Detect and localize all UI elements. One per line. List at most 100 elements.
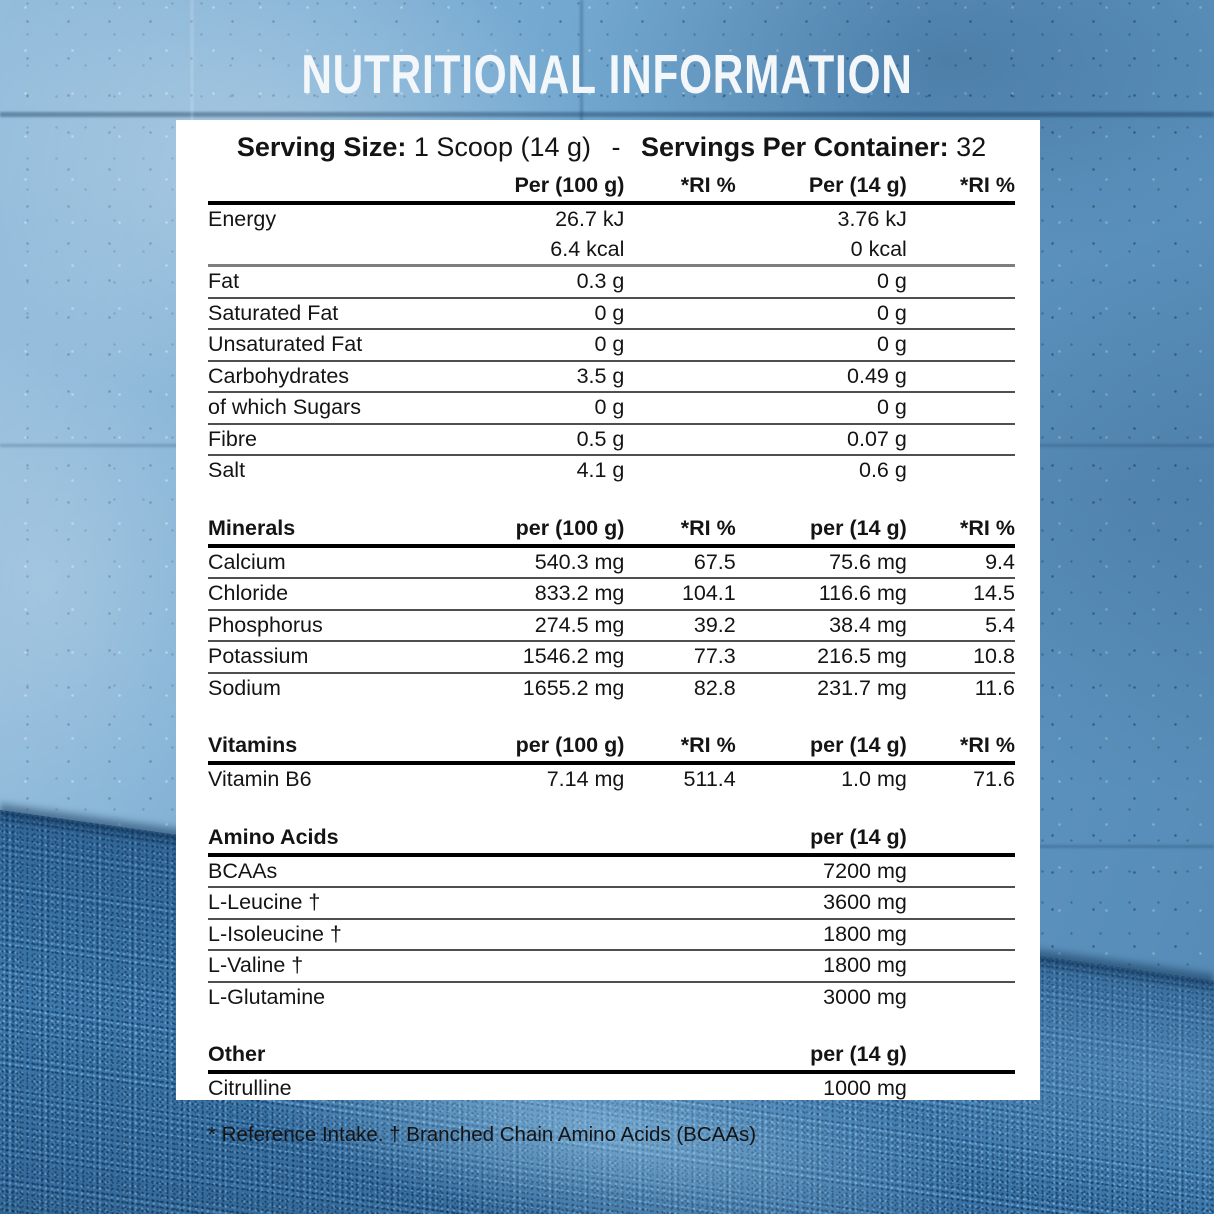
wall-seam xyxy=(0,112,1214,117)
cell-ri100: 104.1 xyxy=(681,581,736,606)
cell-label: Chloride xyxy=(208,581,289,606)
cell-per14g: 3000 mg xyxy=(823,984,907,1009)
table-row: Fibre 0.5 g 0.07 g xyxy=(208,425,1015,456)
cell-per14g: 116.6 mg xyxy=(818,581,907,606)
cell-per100g: 833.2 mg xyxy=(534,581,625,606)
cell-ri100: 82.8 xyxy=(693,675,736,700)
header-per100g: per (100 g) xyxy=(515,515,625,540)
cell-per14g: 0.07 g xyxy=(847,426,907,451)
table-row: of which Sugars 0 g 0 g xyxy=(208,393,1015,425)
table-row: BCAAs 7200 mg xyxy=(208,857,1015,888)
cell-ri14: 9.4 xyxy=(985,549,1015,574)
section-title: Other xyxy=(208,1042,266,1066)
cell-per14g: 38.4 mg xyxy=(829,612,907,637)
cell-label: L-Glutamine xyxy=(208,984,326,1009)
cell-per100g: 1546.2 mg xyxy=(522,644,625,669)
table-row: L-Glutamine 3000 mg xyxy=(208,983,1015,1013)
other-section: Other per (14 g) Citrulline 1000 mg xyxy=(208,1040,1015,1104)
cell-label: Energy xyxy=(208,207,277,232)
cell-label: Citrulline xyxy=(208,1076,292,1101)
table-row: Vitamin B6 7.14 mg 511.4 1.0 mg 71.6 xyxy=(208,765,1015,795)
page-title: NUTRITIONAL INFORMATION xyxy=(301,43,913,105)
cell-label: Phosphorus xyxy=(208,612,323,637)
section-header-row: Amino Acids per (14 g) xyxy=(208,823,1015,857)
header-ri100: *RI % xyxy=(680,733,736,757)
table-row: Fat 0.3 g 0 g xyxy=(208,267,1015,299)
table-row: Citrulline 1000 mg xyxy=(208,1074,1015,1104)
section-title: Amino Acids xyxy=(208,824,339,849)
table-header-row: Per (100 g) *RI % Per (14 g) *RI % xyxy=(208,171,1015,205)
serving-size-label: Serving Size: xyxy=(236,132,407,162)
cell-ri14: 11.6 xyxy=(974,675,1015,700)
header-per100g: per (100 g) xyxy=(515,733,625,757)
cell-label: Fat xyxy=(208,269,240,294)
table-row: Chloride 833.2 mg 104.1 116.6 mg 14.5 xyxy=(208,579,1015,611)
cell-label: Fibre xyxy=(208,426,257,451)
header-per14g: per (14 g) xyxy=(810,1042,907,1066)
cell-per14g: 216.5 mg xyxy=(817,644,907,669)
section-title: Vitamins xyxy=(208,733,298,757)
cell-per100g: 0 g xyxy=(594,395,625,420)
cell-per14g: 3600 mg xyxy=(823,890,907,915)
cell-ri100: 511.4 xyxy=(683,767,736,792)
table-row: Potassium 1546.2 mg 77.3 216.5 mg 10.8 xyxy=(208,642,1015,674)
cell-per14g: 1000 mg xyxy=(823,1076,907,1101)
section-header-row: Vitamins per (100 g) *RI % per (14 g) *R… xyxy=(208,731,1015,765)
nutrition-panel: Serving Size: 1 Scoop (14 g) - Servings … xyxy=(176,120,1040,1146)
cell-label: L-Valine † xyxy=(208,953,304,978)
cell-per100g: 274.5 mg xyxy=(534,612,625,637)
cell-per100g: 4.1 g xyxy=(576,458,625,483)
header-per14g: per (14 g) xyxy=(810,515,907,540)
minerals-section: Minerals per (100 g) *RI % per (14 g) *R… xyxy=(208,514,1015,704)
header-per14g: per (14 g) xyxy=(810,733,907,757)
cell-per14g: 75.6 mg xyxy=(829,549,907,574)
header-ri14: *RI % xyxy=(959,733,1015,757)
serving-size-value: 1 Scoop (14 g) xyxy=(413,132,591,162)
cell-per14g: 1.0 mg xyxy=(841,767,907,792)
main-nutrition-table: Per (100 g) *RI % Per (14 g) *RI % Energ… xyxy=(208,171,1015,486)
table-row: Salt 4.1 g 0.6 g xyxy=(208,456,1015,486)
header-ri100: *RI % xyxy=(680,515,736,540)
table-row: Phosphorus 274.5 mg 39.2 38.4 mg 5.4 xyxy=(208,611,1015,642)
cell-ri14: 10.8 xyxy=(973,644,1015,669)
servings-per-container-label: Servings Per Container: xyxy=(641,132,949,162)
cell-label: Saturated Fat xyxy=(208,300,339,325)
cell-per100g: 6.4 kcal xyxy=(550,236,625,261)
header-per100g: Per (100 g) xyxy=(514,173,625,197)
cell-ri14: 5.4 xyxy=(985,612,1015,637)
table-row: Energy 26.7 kJ 3.76 kJ xyxy=(208,205,1015,235)
cell-ri100: 77.3 xyxy=(693,644,736,669)
cell-label: L-Isoleucine † xyxy=(208,921,342,946)
section-header-row: Minerals per (100 g) *RI % per (14 g) *R… xyxy=(208,514,1015,548)
cell-per14g: 0 g xyxy=(876,395,907,420)
cell-label: BCAAs xyxy=(208,858,278,883)
cell-per14g: 0 g xyxy=(876,300,907,325)
cell-per14g: 231.7 mg xyxy=(817,675,907,700)
cell-per100g: 0.5 g xyxy=(576,426,625,451)
cell-per100g: 7.14 mg xyxy=(546,767,625,792)
cell-per100g: 0 g xyxy=(594,332,625,357)
serving-line: Serving Size: 1 Scoop (14 g) - Servings … xyxy=(208,128,1015,166)
cell-label: Vitamin B6 xyxy=(208,767,312,792)
amino-acids-section: Amino Acids per (14 g) BCAAs 7200 mg L-L… xyxy=(208,823,1015,1013)
cell-per100g: 1655.2 mg xyxy=(522,675,625,700)
cell-per100g: 540.3 mg xyxy=(534,549,625,574)
header-ri14: *RI % xyxy=(959,515,1015,540)
cell-per100g: 26.7 kJ xyxy=(555,207,625,232)
vitamins-section: Vitamins per (100 g) *RI % per (14 g) *R… xyxy=(208,731,1015,795)
cell-per100g: 0 g xyxy=(594,300,625,325)
footnote: * Reference Intake. † Branched Chain Ami… xyxy=(208,1122,757,1146)
cell-ri14: 71.6 xyxy=(973,767,1015,792)
cell-label: of which Sugars xyxy=(208,395,361,420)
header-per14g: per (14 g) xyxy=(810,824,907,849)
cell-per14g: 0 kcal xyxy=(850,236,907,261)
cell-per100g: 0.3 g xyxy=(576,269,625,294)
cell-per14g: 3.76 kJ xyxy=(837,207,907,232)
cell-per14g: 1800 mg xyxy=(823,953,907,978)
serving-separator: - xyxy=(611,132,621,162)
table-row: L-Leucine † 3600 mg xyxy=(208,888,1015,920)
cell-per100g: 3.5 g xyxy=(576,363,625,388)
cell-label: Sodium xyxy=(208,675,281,700)
cell-ri14: 14.5 xyxy=(973,581,1015,606)
